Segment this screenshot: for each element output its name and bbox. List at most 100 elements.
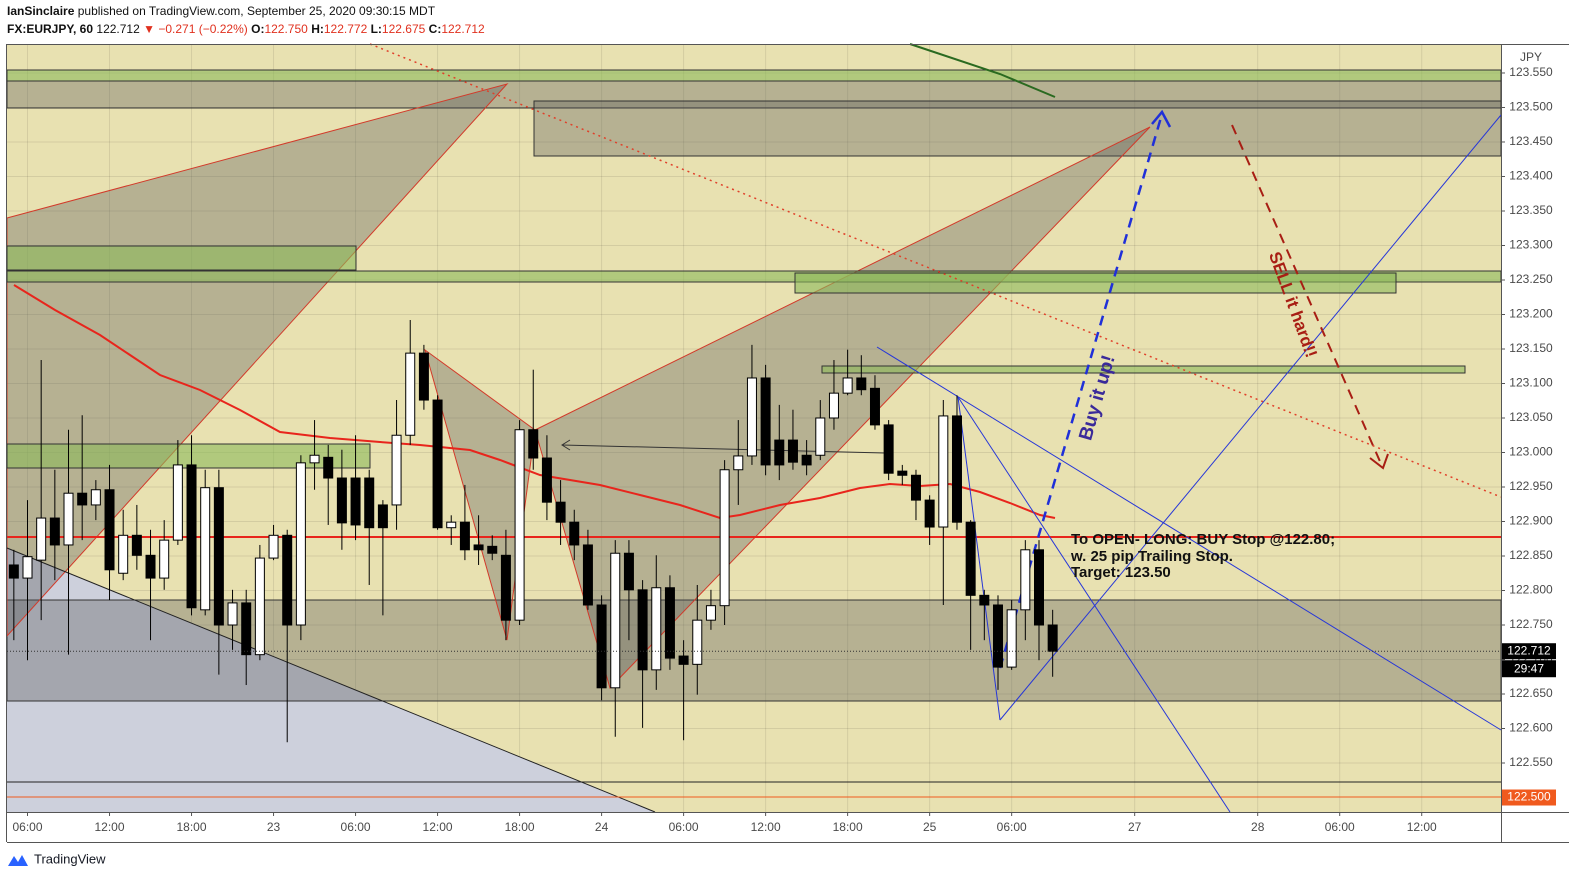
x-tick-label: 12:00 xyxy=(423,820,453,834)
candle-body xyxy=(90,489,101,506)
candle-body xyxy=(582,544,593,606)
price-label-box xyxy=(1502,643,1556,660)
candle-body xyxy=(350,477,361,526)
x-tick-label: 12:00 xyxy=(751,820,781,834)
candle-body xyxy=(938,415,949,528)
y-tick-label: 123.350 xyxy=(1509,203,1553,217)
trend-line xyxy=(369,43,1502,498)
y-tick-label: 122.900 xyxy=(1509,514,1553,528)
x-tick-label: 23 xyxy=(267,820,281,834)
y-tick-label: 123.100 xyxy=(1509,376,1553,390)
price-label: 122.712 xyxy=(1507,643,1551,657)
moving-average xyxy=(13,284,1056,520)
candle-body xyxy=(323,456,334,479)
candle-body xyxy=(8,564,19,579)
arrow xyxy=(561,444,886,454)
projection-arrow xyxy=(998,113,1164,669)
price-axis xyxy=(1502,44,1569,812)
symbol: FX:EURJPY, 60 xyxy=(7,22,93,36)
candle-body xyxy=(432,399,443,529)
candle-body xyxy=(63,492,74,546)
candle-body xyxy=(200,487,211,611)
ohlc-label: L: xyxy=(371,22,382,36)
x-tick-label: 06:00 xyxy=(669,820,699,834)
candle-body xyxy=(678,655,689,665)
candle-body xyxy=(951,415,962,523)
ticks: 123.550 123.500 123.450 123.400 123.350 123.3… xyxy=(12,65,1556,834)
candle-body xyxy=(610,552,621,689)
candle-body xyxy=(1033,549,1044,626)
logo-icon xyxy=(8,855,28,866)
candle-body xyxy=(801,454,812,466)
y-tick-label: 123.250 xyxy=(1509,272,1553,286)
candle-body xyxy=(227,602,238,626)
candle-body xyxy=(910,474,921,501)
candle-body xyxy=(842,377,853,394)
footer: TradingView xyxy=(34,851,106,866)
candle-body xyxy=(118,534,129,574)
candle-body xyxy=(254,557,265,656)
channel-line xyxy=(876,346,1502,731)
candle-body xyxy=(883,424,894,474)
ohlc-label: H: xyxy=(311,22,324,36)
candle-body xyxy=(377,504,388,529)
candle-body xyxy=(159,539,170,579)
candle-body xyxy=(692,619,703,665)
candle-body xyxy=(131,534,142,556)
candle-body xyxy=(500,554,511,621)
y-tick-label: 123.000 xyxy=(1509,445,1553,459)
y-tick-label: 123.500 xyxy=(1509,100,1553,114)
green-zone xyxy=(821,365,1466,374)
candle-body xyxy=(77,492,88,506)
x-tick-label: 06:00 xyxy=(997,820,1027,834)
time-axis xyxy=(0,813,1569,843)
arrow-head xyxy=(1369,453,1389,470)
candle-body xyxy=(869,387,880,426)
y-tick-label: 123.550 xyxy=(1509,65,1553,79)
y-tick-label: 122.650 xyxy=(1509,686,1553,700)
candle-body xyxy=(637,589,648,671)
x-tick-label: 18:00 xyxy=(177,820,207,834)
candle-body xyxy=(774,439,785,466)
candle-body xyxy=(760,377,771,466)
candle-body xyxy=(623,552,634,591)
candle-body xyxy=(664,587,675,659)
candle-body xyxy=(569,521,580,546)
x-tick-label: 25 xyxy=(923,820,937,834)
candle-body xyxy=(213,487,224,626)
candle-body xyxy=(992,604,1003,668)
candle-body xyxy=(787,439,798,463)
candle-body xyxy=(241,602,252,656)
logo: TradingView xyxy=(8,851,106,866)
symbol-line: FX:EURJPY, 60 122.712 ▼ −0.271 (−0.22%) … xyxy=(7,22,485,36)
ohlc-label: C: xyxy=(429,22,442,36)
candle-body xyxy=(541,457,552,503)
projection-arrow xyxy=(1231,124,1383,467)
ohlc-value: 122.712 xyxy=(441,22,485,36)
moving-average xyxy=(909,43,1056,98)
candle-body xyxy=(965,521,976,596)
candle-body xyxy=(295,462,306,626)
candle-body xyxy=(514,429,525,621)
candle-body xyxy=(172,464,183,541)
countdown: 29:47 xyxy=(1514,661,1544,675)
zone xyxy=(533,100,1502,157)
candle-body xyxy=(924,499,935,528)
ohlc-value: 122.750 xyxy=(264,22,308,36)
candle-body xyxy=(856,377,867,391)
candle-body xyxy=(979,594,990,606)
channel-line xyxy=(957,396,1231,813)
x-tick-label: 06:00 xyxy=(12,820,42,834)
x-tick-label: 12:00 xyxy=(1407,820,1437,834)
candle-body xyxy=(405,352,416,436)
y-tick-label: 122.800 xyxy=(1509,583,1553,597)
candle-body xyxy=(186,464,197,609)
y-tick-label: 123.300 xyxy=(1509,238,1553,252)
candle-body xyxy=(733,455,744,471)
candles xyxy=(7,320,1501,743)
candle-body xyxy=(1006,609,1017,668)
candle-body xyxy=(268,534,279,559)
channel-line xyxy=(999,114,1502,721)
drawings xyxy=(6,43,1502,813)
